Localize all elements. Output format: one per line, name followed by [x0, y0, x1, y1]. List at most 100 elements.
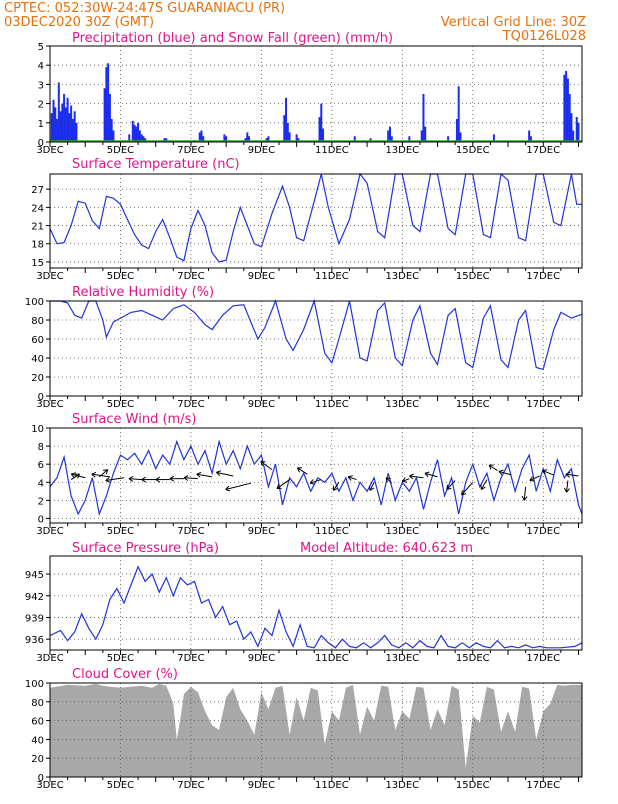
wind-arrow [566, 480, 569, 493]
x-tick-label: 17DEC [526, 653, 560, 664]
y-tick-label: 936 [25, 635, 44, 646]
precip-bar [457, 86, 460, 142]
wind-arrow-head [424, 471, 430, 478]
precip-bar [322, 128, 325, 142]
y-tick-label: 40 [31, 354, 44, 365]
y-tick-label: 0 [38, 514, 44, 525]
wind-arrow [71, 473, 86, 479]
y-tick-label: 20 [31, 754, 44, 765]
precip-bar [144, 138, 147, 142]
precip-bar [246, 132, 249, 142]
x-tick-label: 7DEC [177, 271, 204, 282]
x-tick-label: 7DEC [177, 399, 204, 410]
y-tick-label: 2 [38, 496, 44, 507]
panel-frame [49, 45, 583, 143]
y-tick-label: 945 [25, 570, 44, 581]
precip-bar [128, 134, 131, 142]
panel-title: Surface Pressure (hPa) [72, 541, 219, 556]
panel-frame [49, 427, 583, 524]
panel-plot-5: 0 20 40 60 80 100 3DEC 5DEC 7DEC 9DEC 11DEC 13DEC 15… [25, 679, 583, 791]
precip-bar [459, 132, 462, 142]
y-tick-label: 80 [31, 316, 44, 327]
precip-bar [288, 132, 291, 142]
precip-bar [59, 111, 62, 142]
wind-arrow-head [309, 479, 315, 485]
precip-bar [66, 97, 69, 142]
precip-bar [112, 130, 115, 142]
panel-plot-4: 936 939 942 945 3DEC 5DEC 7DEC 9DEC 11DEC 13DEC 15… [25, 555, 583, 664]
precip-bar [568, 94, 571, 142]
y-tick-label: 100 [25, 679, 44, 690]
precip-bar [565, 70, 568, 142]
panel-wind: Surface Wind (m/s) [72, 412, 196, 427]
x-tick-label: 15DEC [456, 780, 490, 791]
precip-bar [320, 103, 323, 142]
precip-bar [529, 136, 532, 142]
y-tick-label: 27 [31, 185, 44, 196]
precip-bar [297, 138, 300, 142]
x-tick-label: 3DEC [36, 780, 63, 791]
panel-frame [49, 173, 583, 269]
precip-bar [223, 134, 226, 142]
y-tick-label: 0 [38, 392, 44, 403]
precip-bar [575, 117, 578, 142]
wind-arrow-head [276, 484, 282, 490]
precip-bar [71, 118, 74, 142]
x-tick-label: 9DEC [248, 780, 275, 791]
wind-arrow [183, 477, 199, 480]
x-tick-label: 9DEC [248, 653, 275, 664]
y-tick-label: 3 [38, 80, 44, 91]
wind-arrow [542, 470, 555, 476]
wind-arrow-head [141, 476, 146, 483]
wind-arrow [424, 472, 438, 478]
x-tick-label: 11DEC [315, 780, 349, 791]
precip-bar [70, 105, 73, 142]
panel-title: Relative Humidity (%) [72, 285, 214, 300]
wind-arrow-head [169, 475, 175, 482]
panel-plot-2: 0 20 40 60 80 100 3DEC 5DEC 7DEC 9DEC 11DEC 13DEC 15… [25, 297, 583, 410]
wind-arrow-head [461, 490, 467, 496]
wind-arrow [276, 479, 290, 489]
x-tick-label: 3DEC [36, 526, 63, 537]
precip-bar [572, 130, 575, 142]
x-tick-label: 17DEC [526, 271, 560, 282]
precip-bar [285, 97, 288, 142]
header-date: 03DEC2020 30Z (GMT) [4, 15, 154, 30]
wind-arrow-head [542, 469, 548, 475]
wind-arrow-head [216, 470, 222, 476]
y-tick-label: 4 [38, 478, 44, 489]
x-tick-label: 15DEC [456, 526, 490, 537]
x-tick-label: 3DEC [36, 145, 63, 156]
precip-bar [390, 136, 393, 142]
precip-bar [52, 99, 55, 142]
panel-title: Surface Wind (m/s) [72, 412, 196, 427]
x-tick-label: 15DEC [456, 399, 490, 410]
y-tick-label: 5 [38, 42, 44, 53]
precip-bar [420, 130, 423, 142]
x-tick-label: 13DEC [385, 653, 419, 664]
wind-arrow-head [564, 487, 570, 493]
panel-title: Surface Temperature (nC) [72, 157, 240, 172]
x-tick-label: 5DEC [107, 399, 134, 410]
wind-arrow [369, 482, 375, 491]
wind-arrow [488, 464, 498, 471]
y-tick-label: 2 [38, 100, 44, 111]
y-tick-label: 1 [38, 119, 44, 130]
y-tick-label: 10 [31, 424, 44, 435]
precip-bar [75, 122, 78, 142]
wind-arrow [347, 476, 357, 481]
panel-frame [49, 555, 583, 651]
wind-arrow-head [183, 475, 189, 481]
precip-bar [63, 94, 66, 142]
x-tick-label: 11DEC [315, 653, 349, 664]
precip-bar [267, 136, 270, 142]
series-line [49, 565, 583, 649]
wind-arrow [196, 473, 213, 478]
wind-arrow [297, 467, 308, 475]
precip-bar [577, 122, 580, 142]
series-line [49, 172, 582, 263]
wind-arrow [461, 481, 474, 496]
y-tick-label: 60 [31, 717, 44, 728]
precip-bar [68, 113, 71, 142]
precip-bar [165, 138, 168, 142]
